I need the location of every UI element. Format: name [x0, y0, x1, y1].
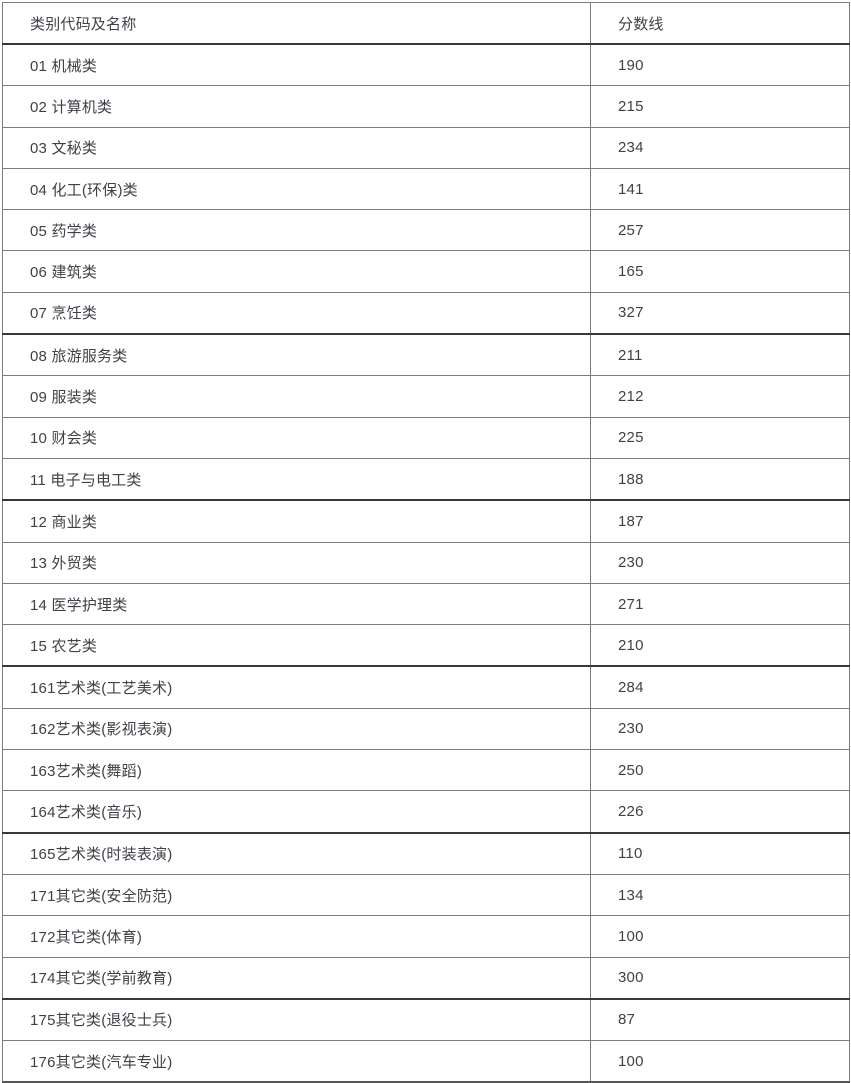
table-row: 163艺术类(舞蹈) 250	[2, 749, 850, 792]
table-row: 161艺术类(工艺美术) 284	[2, 665, 850, 709]
category-cell: 01 机械类	[2, 43, 591, 87]
score-cell: 284	[590, 665, 850, 709]
table-row: 12 商业类 187	[2, 499, 850, 543]
category-cell: 162艺术类(影视表演)	[2, 707, 591, 751]
category-cell: 11 电子与电工类	[2, 457, 591, 502]
category-cell: 10 财会类	[2, 416, 591, 459]
table-row: 164艺术类(音乐) 226	[2, 790, 850, 834]
table-row: 07 烹饪类 327	[2, 291, 850, 336]
table-row: 10 财会类 225	[2, 416, 850, 459]
category-cell: 14 医学护理类	[2, 582, 591, 626]
score-cell: 87	[590, 998, 850, 1042]
score-cell: 230	[590, 541, 850, 584]
category-cell: 12 商业类	[2, 499, 591, 543]
table-row: 175其它类(退役士兵) 87	[2, 998, 850, 1042]
table-row: 08 旅游服务类 211	[2, 333, 850, 377]
table-row: 172其它类(体育) 100	[2, 915, 850, 958]
score-cell: 141	[590, 167, 850, 211]
category-cell: 165艺术类(时装表演)	[2, 832, 591, 875]
score-cell: 187	[590, 499, 850, 543]
score-cell: 226	[590, 790, 850, 834]
category-cell: 161艺术类(工艺美术)	[2, 665, 591, 709]
table-row: 06 建筑类 165	[2, 250, 850, 293]
category-cell: 05 药学类	[2, 209, 591, 252]
header-row: 类别代码及名称 分数线	[2, 2, 850, 45]
category-cell: 175其它类(退役士兵)	[2, 998, 591, 1042]
category-cell: 08 旅游服务类	[2, 333, 591, 377]
table-row: 14 医学护理类 271	[2, 582, 850, 626]
table-row: 02 计算机类 215	[2, 85, 850, 128]
category-cell: 02 计算机类	[2, 85, 591, 128]
table-row: 09 服装类 212	[2, 375, 850, 418]
table-row: 05 药学类 257	[2, 209, 850, 252]
column-header-score: 分数线	[590, 2, 850, 45]
table-row: 171其它类(安全防范) 134	[2, 873, 850, 917]
score-cell: 211	[590, 333, 850, 377]
score-cell: 212	[590, 375, 850, 418]
score-cell: 327	[590, 291, 850, 336]
score-cell: 210	[590, 624, 850, 668]
category-cell: 03 文秘类	[2, 126, 591, 169]
score-cell: 100	[590, 915, 850, 958]
table-row: 01 机械类 190	[2, 43, 850, 87]
score-cell: 230	[590, 707, 850, 751]
table-row: 174其它类(学前教育) 300	[2, 956, 850, 1000]
category-cell: 13 外贸类	[2, 541, 591, 584]
table-row: 176其它类(汽车专业) 100	[2, 1040, 850, 1083]
column-header-category: 类别代码及名称	[2, 2, 591, 45]
score-cell: 257	[590, 209, 850, 252]
table-body: 01 机械类 190 02 计算机类 215 03 文秘类 234 04 化工(…	[2, 43, 850, 1083]
score-cell: 134	[590, 873, 850, 917]
category-cell: 174其它类(学前教育)	[2, 956, 591, 1000]
score-cell: 225	[590, 416, 850, 459]
score-cell: 165	[590, 250, 850, 293]
table-row: 11 电子与电工类 188	[2, 457, 850, 502]
score-cell: 215	[590, 85, 850, 128]
table-row: 15 农艺类 210	[2, 624, 850, 668]
category-cell: 09 服装类	[2, 375, 591, 418]
category-cell: 172其它类(体育)	[2, 915, 591, 958]
category-cell: 07 烹饪类	[2, 291, 591, 336]
score-cell: 300	[590, 956, 850, 1000]
category-cell: 164艺术类(音乐)	[2, 790, 591, 834]
table-row: 162艺术类(影视表演) 230	[2, 707, 850, 751]
score-cell: 234	[590, 126, 850, 169]
score-cell: 190	[590, 43, 850, 87]
table-header: 类别代码及名称 分数线	[2, 2, 850, 45]
table-row: 04 化工(环保)类 141	[2, 167, 850, 211]
table-row: 13 外贸类 230	[2, 541, 850, 584]
category-cell: 04 化工(环保)类	[2, 167, 591, 211]
score-cell: 188	[590, 457, 850, 502]
score-cell: 271	[590, 582, 850, 626]
table-row: 03 文秘类 234	[2, 126, 850, 169]
category-cell: 171其它类(安全防范)	[2, 873, 591, 917]
score-cell: 250	[590, 749, 850, 792]
category-cell: 163艺术类(舞蹈)	[2, 749, 591, 792]
score-cell: 100	[590, 1040, 850, 1083]
table-row: 165艺术类(时装表演) 110	[2, 832, 850, 875]
category-cell: 15 农艺类	[2, 624, 591, 668]
category-cell: 176其它类(汽车专业)	[2, 1040, 591, 1083]
score-cell: 110	[590, 832, 850, 875]
category-cell: 06 建筑类	[2, 250, 591, 293]
